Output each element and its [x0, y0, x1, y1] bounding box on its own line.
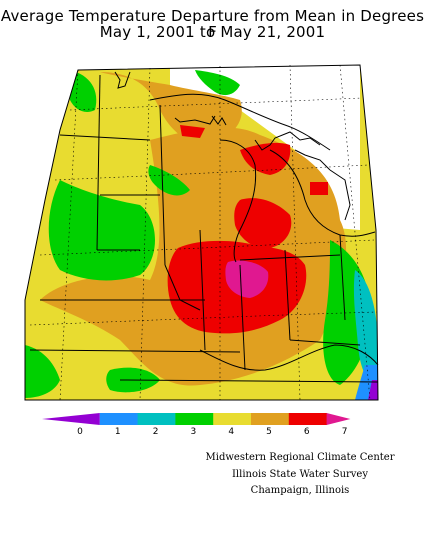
legend-tick-label: 6: [304, 427, 310, 437]
legend-bin: [288, 413, 328, 425]
map-title: Average Temperature Departure from Mean …: [0, 7, 425, 41]
legend-tick-label: 3: [191, 427, 197, 437]
legend-bin: [137, 413, 176, 425]
legend-bin: [326, 413, 351, 425]
credit-survey: Illinois State Water Survey: [231, 469, 368, 480]
legend-tick-label: 0: [77, 427, 83, 437]
legend-bin: [251, 413, 290, 425]
legend-bin: [175, 413, 214, 425]
contour-fill: [25, 65, 378, 400]
legend-tick-label: 2: [153, 427, 159, 437]
credit-location: Champaign, Illinois: [250, 485, 350, 496]
legend-bin: [99, 413, 139, 425]
legend-bin: [213, 413, 252, 425]
legend-tick-label: 7: [342, 427, 348, 437]
legend-tick-label: 5: [266, 427, 272, 437]
graticule: [29, 64, 378, 401]
legend-bin: [42, 413, 100, 425]
credit-organization: Midwestern Regional Climate Center: [205, 452, 395, 463]
legend-tick-label: 4: [228, 427, 234, 437]
map-date-range: May 1, 2001 to May 21, 2001: [99, 23, 326, 41]
legend-tick-label: 1: [115, 427, 121, 437]
